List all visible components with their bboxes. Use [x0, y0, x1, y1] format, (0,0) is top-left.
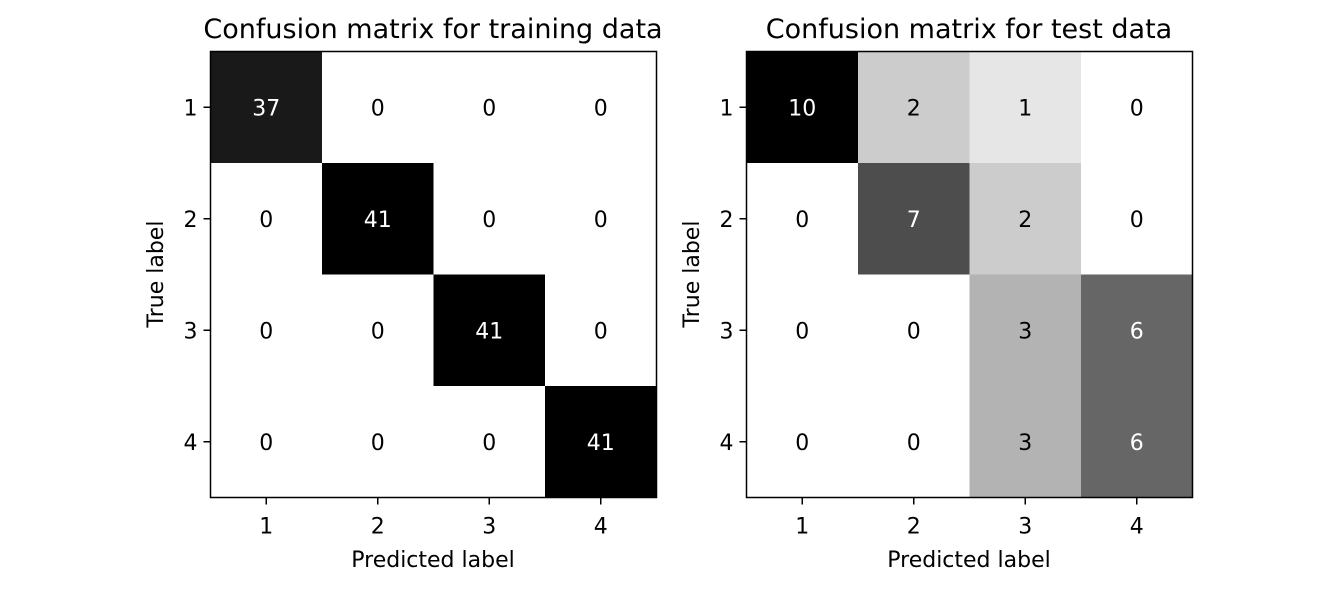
cell-value-label: 0 — [594, 208, 608, 233]
y-tick-label: 3 — [184, 319, 198, 344]
heatmap-cell — [969, 163, 1082, 275]
cell-value-label: 0 — [482, 431, 496, 456]
cell-value-label: 0 — [259, 319, 273, 344]
heatmap-cell — [1081, 386, 1193, 498]
heatmap-cell — [1081, 163, 1193, 275]
heatmap-cell — [545, 386, 657, 498]
heatmap-cell — [545, 51, 657, 164]
cell-value-label: 2 — [1018, 208, 1032, 233]
cell-value-label: 0 — [482, 208, 496, 233]
cell-value-label: 0 — [907, 319, 921, 344]
cell-value-labels: 10 2 1 00 7 2 00 0 3 60 0 3 6 — [788, 96, 1144, 456]
cell-value-label: 3 — [1018, 319, 1032, 344]
y-tick-label: 2 — [184, 208, 198, 233]
chart-title: Confusion matrix for test data — [766, 14, 1172, 45]
cell-value-label: 7 — [907, 208, 921, 233]
heatmap-cell — [1081, 274, 1193, 387]
cell-value-label: 0 — [795, 431, 809, 456]
x-tick-label: 2 — [907, 515, 921, 540]
heatmap-cell — [1081, 51, 1193, 164]
y-axis-ticks: 1 2 3 4 — [720, 96, 747, 456]
cell-value-label: 41 — [475, 319, 503, 344]
cell-value-label: 0 — [1130, 96, 1144, 121]
heatmap-cell — [322, 163, 434, 275]
heatmap-cell — [545, 163, 657, 275]
heatmap-cell — [433, 163, 546, 275]
heatmap-cell — [210, 386, 323, 498]
y-tick-label: 4 — [720, 431, 734, 456]
heatmap-cell — [322, 51, 434, 164]
cell-value-label: 0 — [907, 431, 921, 456]
heatmap-cells — [210, 51, 657, 498]
cell-value-label: 0 — [594, 96, 608, 121]
chart-title: Confusion matrix for training data — [203, 14, 662, 45]
cell-value-label: 0 — [1130, 208, 1144, 233]
y-tick-label: 2 — [720, 208, 734, 233]
cell-value-labels: 37 0 0 0 0 41 0 0 0 0 41 0 0 0 0 41 — [252, 96, 615, 456]
heatmap-cell — [433, 386, 546, 498]
y-axis-label: True label — [680, 221, 705, 329]
x-tick-label: 1 — [795, 515, 809, 540]
x-axis-label: Predicted label — [887, 548, 1050, 573]
heatmap-cell — [746, 386, 859, 498]
plot-frame — [209, 50, 658, 499]
heatmap-cell — [433, 51, 546, 164]
y-axis-label: True label — [144, 221, 169, 329]
heatmap-cell — [969, 386, 1082, 498]
cell-value-label: 0 — [259, 208, 273, 233]
heatmap-cell — [858, 51, 970, 164]
cell-value-label: 2 — [907, 96, 921, 121]
cell-value-label: 6 — [1130, 319, 1144, 344]
heatmap-cell — [210, 274, 323, 387]
y-tick-label: 1 — [720, 96, 734, 121]
y-tick-label: 4 — [184, 431, 198, 456]
heatmap-cell — [858, 163, 970, 275]
heatmap-cell — [969, 51, 1082, 164]
heatmap-cell — [433, 274, 546, 387]
training-confusion-matrix: Confusion matrix for training data 37 0 0 0… — [144, 14, 663, 573]
cell-value-label: 41 — [587, 431, 615, 456]
cell-value-label: 0 — [482, 96, 496, 121]
test-confusion-matrix: Confusion matrix for test data 10 2 1 00 7 2 0… — [680, 14, 1194, 573]
heatmap-cell — [210, 163, 323, 275]
cell-value-label: 10 — [788, 96, 816, 121]
heatmap-cells — [746, 51, 1193, 498]
x-tick-label: 4 — [1130, 515, 1144, 540]
heatmap-cell — [322, 386, 434, 498]
heatmap-cell — [858, 386, 970, 498]
heatmap-cell — [545, 274, 657, 387]
heatmap-cell — [969, 274, 1082, 387]
x-tick-label: 2 — [371, 515, 385, 540]
y-tick-label: 1 — [184, 96, 198, 121]
x-tick-label: 3 — [482, 515, 496, 540]
y-axis-ticks: 1 2 3 4 — [184, 96, 211, 456]
x-axis-ticks: 1 2 3 4 — [259, 497, 608, 540]
cell-value-label: 1 — [1018, 96, 1032, 121]
cell-value-label: 0 — [371, 431, 385, 456]
heatmap-cell — [746, 163, 859, 275]
cell-value-label: 37 — [252, 96, 280, 121]
heatmap-cell — [746, 274, 859, 387]
x-axis-ticks: 1 2 3 4 — [795, 497, 1144, 540]
plot-frame — [745, 50, 1194, 499]
cell-value-label: 0 — [259, 431, 273, 456]
cell-value-label: 41 — [364, 208, 392, 233]
x-tick-label: 3 — [1018, 515, 1032, 540]
heatmap-cell — [746, 51, 859, 164]
x-tick-label: 4 — [594, 515, 608, 540]
heatmap-cell — [322, 274, 434, 387]
cell-value-label: 0 — [795, 319, 809, 344]
cell-value-label: 0 — [795, 208, 809, 233]
cell-value-label: 0 — [371, 96, 385, 121]
cell-value-label: 3 — [1018, 431, 1032, 456]
y-tick-label: 3 — [720, 319, 734, 344]
cell-value-label: 0 — [594, 319, 608, 344]
heatmap-cell — [210, 51, 323, 164]
cell-value-label: 0 — [371, 319, 385, 344]
x-tick-label: 1 — [259, 515, 273, 540]
heatmap-cell — [858, 274, 970, 387]
x-axis-label: Predicted label — [351, 548, 514, 573]
cell-value-label: 6 — [1130, 431, 1144, 456]
